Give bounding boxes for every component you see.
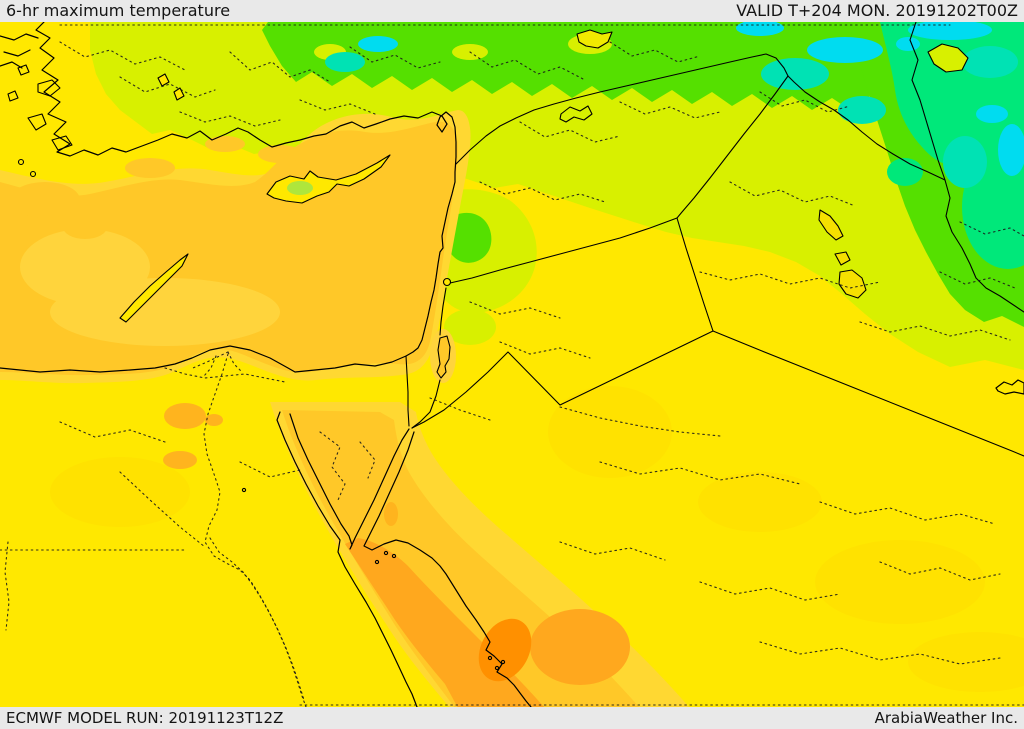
weather-map	[0, 22, 1024, 707]
model-run-label: ECMWF MODEL RUN: 20191123T12Z	[6, 709, 284, 727]
admin-boundary-layer	[0, 24, 1024, 707]
page-title: 6-hr maximum temperature	[6, 1, 231, 20]
coastline-layer	[0, 22, 1024, 707]
temperature-shading-layer	[0, 22, 1024, 707]
header-bar: 6-hr maximum temperature VALID T+204 MON…	[0, 0, 1024, 22]
border-layer	[405, 22, 1024, 457]
provider-label: ArabiaWeather Inc.	[874, 709, 1018, 727]
footer-bar: ECMWF MODEL RUN: 20191123T12Z ArabiaWeat…	[0, 707, 1024, 729]
map-container	[0, 22, 1024, 707]
lake-layer	[436, 29, 969, 379]
valid-time-label: VALID T+204 MON. 20191202T00Z	[736, 1, 1018, 20]
